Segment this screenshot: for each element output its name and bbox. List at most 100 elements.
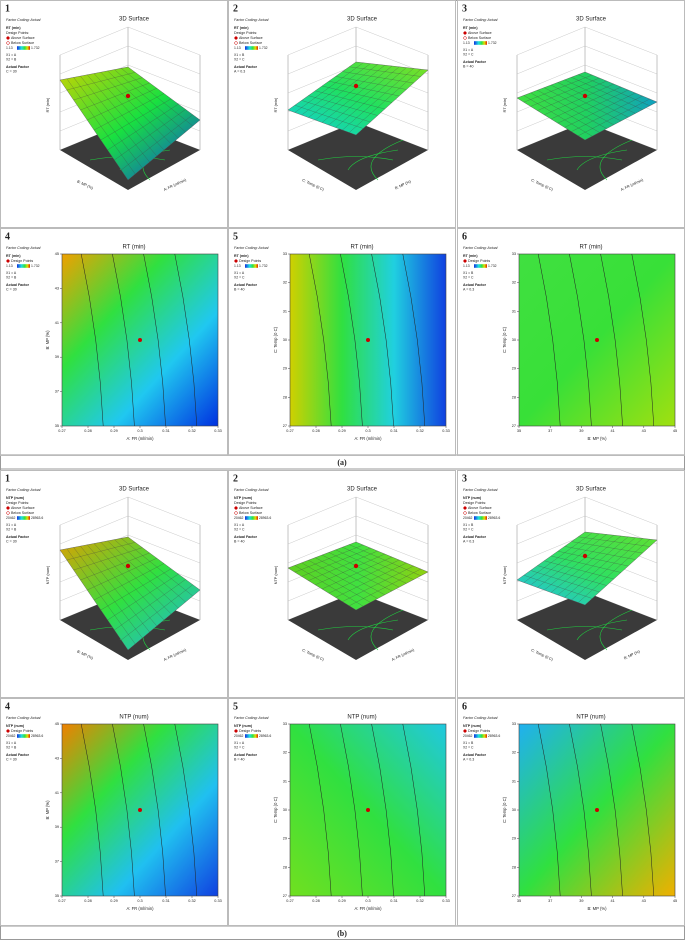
range-high: 1.732 xyxy=(488,264,497,268)
x-tick-label: 0.3 xyxy=(365,899,370,903)
actual-factor: A = 0.3 xyxy=(463,539,474,543)
x-tick-label: 45 xyxy=(673,429,677,433)
actual-factor: Actual Factor xyxy=(463,753,487,757)
x-label: A: FR (ml/min) xyxy=(127,436,155,441)
mesh xyxy=(564,537,636,598)
legend-text: RT (min) xyxy=(463,254,478,258)
y-tick-label: 29 xyxy=(283,367,287,371)
factor: X1 = B xyxy=(463,523,474,527)
z-label: RT (min) xyxy=(503,97,507,112)
mesh xyxy=(107,540,179,609)
design-point xyxy=(595,338,599,342)
factor-coding: Factor Coding: Actual xyxy=(463,488,498,492)
panel-border xyxy=(228,698,456,926)
panel-border xyxy=(228,228,456,456)
mesh xyxy=(578,98,650,136)
wall-grid xyxy=(287,496,429,526)
mesh xyxy=(557,89,629,124)
legend-marker xyxy=(6,729,10,733)
y-tick-label: 28 xyxy=(512,395,516,399)
actual-factor: A = 0.3 xyxy=(463,757,474,761)
legend-text: Above Surface xyxy=(468,506,492,510)
design-point xyxy=(125,93,131,99)
wall-grid xyxy=(516,45,658,75)
range-high: 28963.6 xyxy=(488,734,500,738)
x-tick-label: 0.28 xyxy=(312,899,319,903)
actual-factor: Actual Factor xyxy=(463,283,487,287)
legend-text: Design Points xyxy=(239,729,261,733)
panel-number: 4 xyxy=(5,231,10,242)
design-point xyxy=(366,338,370,342)
legend-text: Design Points: xyxy=(463,501,486,505)
legend-text: RT (min) xyxy=(463,26,478,30)
legend-marker xyxy=(463,506,467,510)
mesh xyxy=(564,546,636,560)
y-tick-label: 33 xyxy=(512,252,516,256)
legend-text: Design Points xyxy=(468,259,490,263)
x-label: C: Temp (0 C) xyxy=(530,648,554,662)
panel-title: RT (min) xyxy=(579,245,602,251)
y-tick-label: 33 xyxy=(512,722,516,726)
actual-factor: Actual Factor xyxy=(234,65,258,69)
mesh xyxy=(328,552,400,588)
y-tick-label: 28 xyxy=(283,395,287,399)
x-tick-label: 37 xyxy=(548,899,552,903)
y-tick-label: 30 xyxy=(283,338,287,342)
actual-factor: Actual Factor xyxy=(234,535,258,539)
mesh xyxy=(114,109,186,161)
x-tick-label: 0.33 xyxy=(442,429,449,433)
panel-border xyxy=(0,0,228,228)
legend-text: Design Points: xyxy=(234,31,257,35)
y-label: C: Temp (0 C) xyxy=(273,326,278,353)
x-tick-label: 0.3 xyxy=(137,429,142,433)
floor-contour xyxy=(599,609,633,651)
mesh xyxy=(342,71,414,84)
x-tick-label: 0.28 xyxy=(84,429,91,433)
panel-title: NTP (num) xyxy=(119,715,148,721)
x-tick-label: 45 xyxy=(673,899,677,903)
x-tick-label: 0.28 xyxy=(312,429,319,433)
legend-text: RT (min) xyxy=(6,26,21,30)
y-tick-label: 41 xyxy=(55,321,59,325)
factor-coding: Factor Coding: Actual xyxy=(234,18,269,22)
mesh xyxy=(321,65,393,123)
mesh xyxy=(335,76,407,90)
panel-title: 3D Surface xyxy=(119,17,150,23)
contour-line xyxy=(402,723,426,897)
factor: X2 = C xyxy=(234,745,245,749)
x-tick-label: 43 xyxy=(642,899,646,903)
range-low: 1.13 xyxy=(234,264,241,268)
panel-number: 3 xyxy=(462,3,467,14)
mesh xyxy=(114,69,186,133)
contour-line xyxy=(174,253,198,427)
factor: X1 = A xyxy=(463,48,474,52)
contour-line xyxy=(569,723,592,897)
floor-contour xyxy=(546,626,623,631)
legend-marker xyxy=(6,41,10,45)
legend-text: Design Points: xyxy=(6,31,29,35)
wall-grid xyxy=(516,64,658,94)
y-tick-label: 29 xyxy=(283,837,287,841)
range-low: 20462 xyxy=(463,516,473,520)
wall-grid xyxy=(516,515,658,545)
actual-factor: B = 40 xyxy=(234,757,245,761)
contour-line xyxy=(537,253,561,427)
factor-coding: Factor Coding: Actual xyxy=(6,488,41,492)
z-label: NTP (num) xyxy=(503,565,507,584)
mesh xyxy=(349,544,421,576)
legend-marker xyxy=(6,511,10,515)
actual-factor: Actual Factor xyxy=(463,60,487,64)
y-tick-label: 41 xyxy=(55,791,59,795)
actual-factor: A = 0.3 xyxy=(234,69,245,73)
mesh xyxy=(114,539,186,603)
legend-text: NTP (num) xyxy=(463,724,482,728)
panel-border xyxy=(228,0,456,228)
y-tick-label: 31 xyxy=(512,309,516,313)
legend-text: NTP (num) xyxy=(6,496,25,500)
x-tick-label: 0.33 xyxy=(442,899,449,903)
wall-grid xyxy=(287,534,429,564)
contour-line xyxy=(112,253,135,427)
factor-coding: Factor Coding: Actual xyxy=(6,246,41,250)
panel-title: 3D Surface xyxy=(347,17,378,23)
legend-marker xyxy=(234,511,238,515)
